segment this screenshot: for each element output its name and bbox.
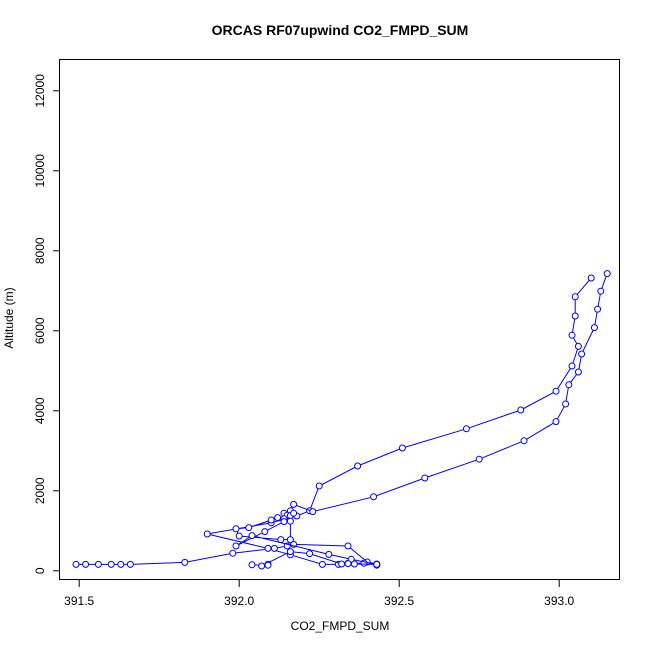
x-axis: 391.5 392.0 392.5 393.0 bbox=[64, 580, 575, 608]
plot-frame bbox=[59, 59, 620, 580]
data-point bbox=[248, 532, 256, 540]
data-point bbox=[309, 508, 317, 516]
x-tick-label: 392.0 bbox=[224, 594, 254, 608]
x-tick-label: 391.5 bbox=[64, 594, 94, 608]
x-tick-label: 393.0 bbox=[544, 594, 574, 608]
data-point bbox=[72, 560, 80, 568]
data-point bbox=[565, 381, 573, 389]
data-point bbox=[517, 406, 525, 414]
data-point bbox=[338, 560, 346, 568]
data-point bbox=[261, 528, 269, 536]
data-point bbox=[475, 455, 483, 463]
data-point bbox=[590, 324, 598, 332]
data-point bbox=[520, 437, 528, 445]
data-point bbox=[552, 387, 560, 395]
data-point bbox=[562, 400, 570, 408]
data-series-layer bbox=[72, 270, 611, 570]
data-point bbox=[568, 331, 576, 339]
data-point bbox=[235, 532, 243, 540]
y-tick-label: 8000 bbox=[33, 237, 47, 264]
data-point bbox=[421, 474, 429, 482]
data-point bbox=[603, 270, 611, 278]
y-tick-label: 10000 bbox=[33, 154, 47, 188]
data-point bbox=[552, 418, 560, 426]
data-point bbox=[264, 544, 272, 552]
data-point bbox=[344, 542, 352, 550]
data-point bbox=[229, 549, 237, 557]
data-point bbox=[267, 516, 275, 524]
data-point bbox=[245, 524, 253, 532]
data-point bbox=[181, 558, 189, 566]
data-point bbox=[107, 560, 115, 568]
data-point bbox=[350, 560, 358, 568]
data-point bbox=[587, 274, 595, 282]
data-point bbox=[126, 560, 134, 568]
series-line-1 bbox=[76, 277, 592, 565]
data-point bbox=[315, 482, 323, 490]
data-point bbox=[325, 550, 333, 558]
data-point bbox=[270, 544, 278, 552]
data-point bbox=[277, 536, 285, 544]
x-axis-label: CO2_FMPD_SUM bbox=[291, 619, 390, 633]
data-point bbox=[571, 293, 579, 301]
y-tick-label: 2000 bbox=[33, 477, 47, 504]
data-point bbox=[290, 509, 298, 517]
data-point bbox=[571, 312, 579, 320]
data-point bbox=[248, 561, 256, 569]
data-point bbox=[203, 530, 211, 538]
y-axis-label: Altitude (m) bbox=[2, 287, 16, 348]
data-point bbox=[462, 425, 470, 433]
data-point bbox=[574, 368, 582, 376]
data-point bbox=[232, 542, 240, 550]
y-tick-label: 0 bbox=[33, 567, 47, 574]
y-tick-label: 6000 bbox=[33, 317, 47, 344]
data-point bbox=[258, 562, 266, 570]
data-point bbox=[578, 350, 586, 358]
y-axis: 0 2000 4000 6000 8000 10000 12000 bbox=[33, 74, 60, 574]
data-point bbox=[232, 525, 240, 533]
data-point bbox=[286, 548, 294, 556]
data-point bbox=[344, 560, 352, 568]
data-point bbox=[597, 287, 605, 295]
data-point bbox=[286, 536, 294, 544]
chart-title: ORCAS RF07upwind CO2_FMPD_SUM bbox=[212, 22, 469, 38]
data-point bbox=[318, 560, 326, 568]
data-point bbox=[594, 305, 602, 313]
x-tick-label: 392.5 bbox=[384, 594, 414, 608]
data-point bbox=[398, 444, 406, 452]
data-point bbox=[274, 514, 282, 522]
data-point bbox=[117, 560, 125, 568]
data-point bbox=[290, 500, 298, 508]
data-point bbox=[306, 550, 314, 558]
data-point bbox=[82, 560, 90, 568]
data-point bbox=[354, 462, 362, 470]
y-tick-label: 12000 bbox=[33, 74, 47, 108]
data-point bbox=[370, 493, 378, 501]
data-point bbox=[94, 560, 102, 568]
data-point bbox=[568, 362, 576, 370]
data-point bbox=[373, 560, 381, 568]
data-point bbox=[264, 561, 272, 569]
data-point bbox=[286, 517, 294, 525]
data-point bbox=[574, 342, 582, 350]
y-tick-label: 4000 bbox=[33, 397, 47, 424]
data-point bbox=[280, 518, 288, 526]
